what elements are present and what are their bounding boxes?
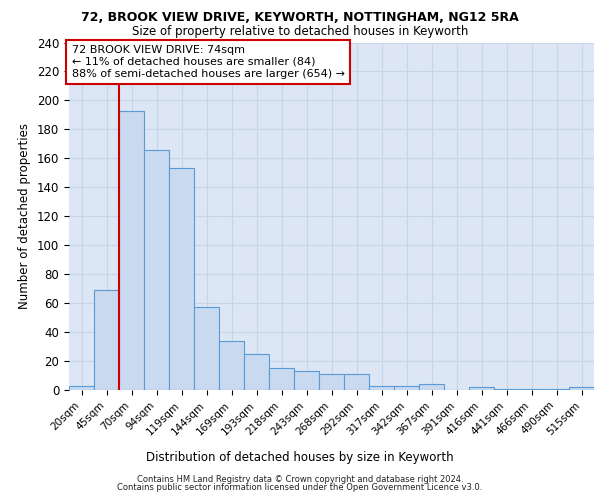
Bar xyxy=(544,388,569,390)
Text: Distribution of detached houses by size in Keyworth: Distribution of detached houses by size … xyxy=(146,451,454,464)
Bar xyxy=(94,290,119,390)
Bar xyxy=(494,388,519,390)
Bar xyxy=(269,368,294,390)
Text: Contains HM Land Registry data © Crown copyright and database right 2024.: Contains HM Land Registry data © Crown c… xyxy=(137,475,463,484)
Bar xyxy=(69,386,94,390)
Text: Contains public sector information licensed under the Open Government Licence v3: Contains public sector information licen… xyxy=(118,483,482,492)
Bar xyxy=(394,386,419,390)
Bar xyxy=(519,388,544,390)
Bar xyxy=(294,371,319,390)
Bar xyxy=(419,384,444,390)
Bar xyxy=(169,168,194,390)
Bar xyxy=(569,387,594,390)
Text: 72 BROOK VIEW DRIVE: 74sqm
← 11% of detached houses are smaller (84)
88% of semi: 72 BROOK VIEW DRIVE: 74sqm ← 11% of deta… xyxy=(71,46,344,78)
Text: Size of property relative to detached houses in Keyworth: Size of property relative to detached ho… xyxy=(132,25,468,38)
Bar xyxy=(219,341,244,390)
Bar xyxy=(244,354,269,390)
Bar xyxy=(469,387,494,390)
Bar xyxy=(344,374,369,390)
Bar xyxy=(144,150,169,390)
Y-axis label: Number of detached properties: Number of detached properties xyxy=(19,123,31,309)
Bar xyxy=(369,386,394,390)
Bar xyxy=(119,110,144,390)
Bar xyxy=(319,374,344,390)
Bar xyxy=(194,308,219,390)
Text: 72, BROOK VIEW DRIVE, KEYWORTH, NOTTINGHAM, NG12 5RA: 72, BROOK VIEW DRIVE, KEYWORTH, NOTTINGH… xyxy=(81,11,519,24)
